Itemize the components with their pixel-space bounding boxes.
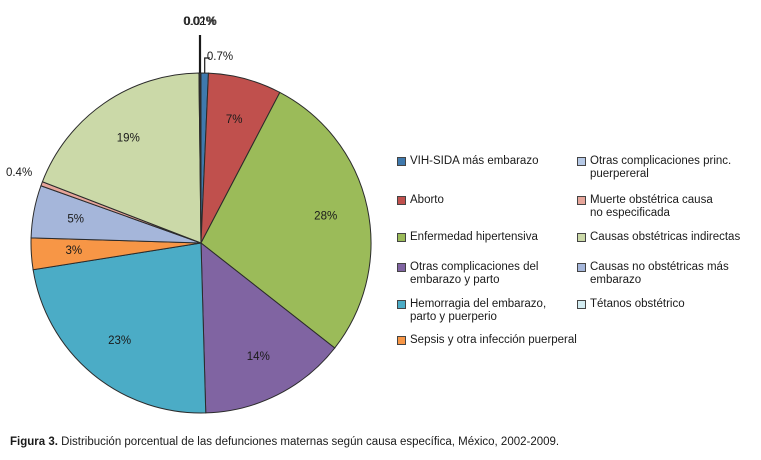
legend-swatch [577,300,586,309]
legend-label: VIH-SIDA más embarazo [410,155,539,167]
data-label-otras-complicaciones-princ-puerpereral: 0.02% [183,16,216,28]
legend-swatch [577,233,586,242]
legend-label: Hemorragia del embarazo, parto y puerper… [410,298,547,323]
pie-slice-otras-complicaciones-del-embarazo-y-parto [200,241,336,414]
legend-label: Causas no obstétricas más embarazo [590,261,729,286]
legend-label: Otras complicaciones princ. puerpereral [590,155,732,180]
legend-swatch [397,263,406,272]
data-label-hemorragia-del-embarazo-parto-y-puerperio: 23% [108,335,131,347]
legend-swatch [577,263,586,272]
legend-label: Otras complicaciones del embarazo y part… [410,261,539,286]
legend-label: Enfermedad hipertensiva [410,231,538,243]
data-label-causas-obstetricas-indirectas: 19% [117,132,140,144]
caption-text: Distribución porcentual de las defuncion… [57,436,560,448]
data-label-enfermedad-hipertensiva: 28% [314,210,337,222]
figure-caption: Figura 3. Distribución porcentual de las… [10,436,559,448]
legend-swatch [397,157,406,166]
legend-label: Causas obstétricas indirectas [590,231,741,243]
data-label-causas-no-obstetricas-mas-embarazo: 5% [67,213,84,225]
legend-swatch [397,196,406,205]
legend-label: Muerte obstétrica causa no especificada [590,194,713,219]
legend-label: Sepsis y otra infección puerperal [410,334,577,346]
data-label-tetanos-obstetrico: 0.01% [184,16,217,28]
data-label-sepsis-y-otra-infeccion-puerperal: 3% [65,245,82,257]
leader-line-vih-sida-mas-embarazo [204,57,210,73]
legend-swatch [577,196,586,205]
pie-slice-hemorragia-del-embarazo-parto-y-puerperio [32,242,207,414]
data-label-muerte-obstetrica-causa-no-especificada: 0.4% [6,167,32,179]
data-label-aborto: 7% [226,114,243,126]
pie-slice-enfermedad-hipertensiva [200,91,372,349]
data-label-otras-complicaciones-del-embarazo-y-parto: 14% [247,351,270,363]
legend-label: Tétanos obstétrico [590,298,685,310]
legend-label: Aborto [410,194,444,206]
caption-label: Figura 3. [10,436,58,448]
pie-slice-causas-obstetricas-indirectas [41,72,202,244]
legend-swatch [397,300,406,309]
data-label-vih-sida-mas-embarazo: 0.7% [207,51,233,63]
legend-swatch [397,336,406,345]
legend-swatch [577,157,586,166]
legend-swatch [397,233,406,242]
